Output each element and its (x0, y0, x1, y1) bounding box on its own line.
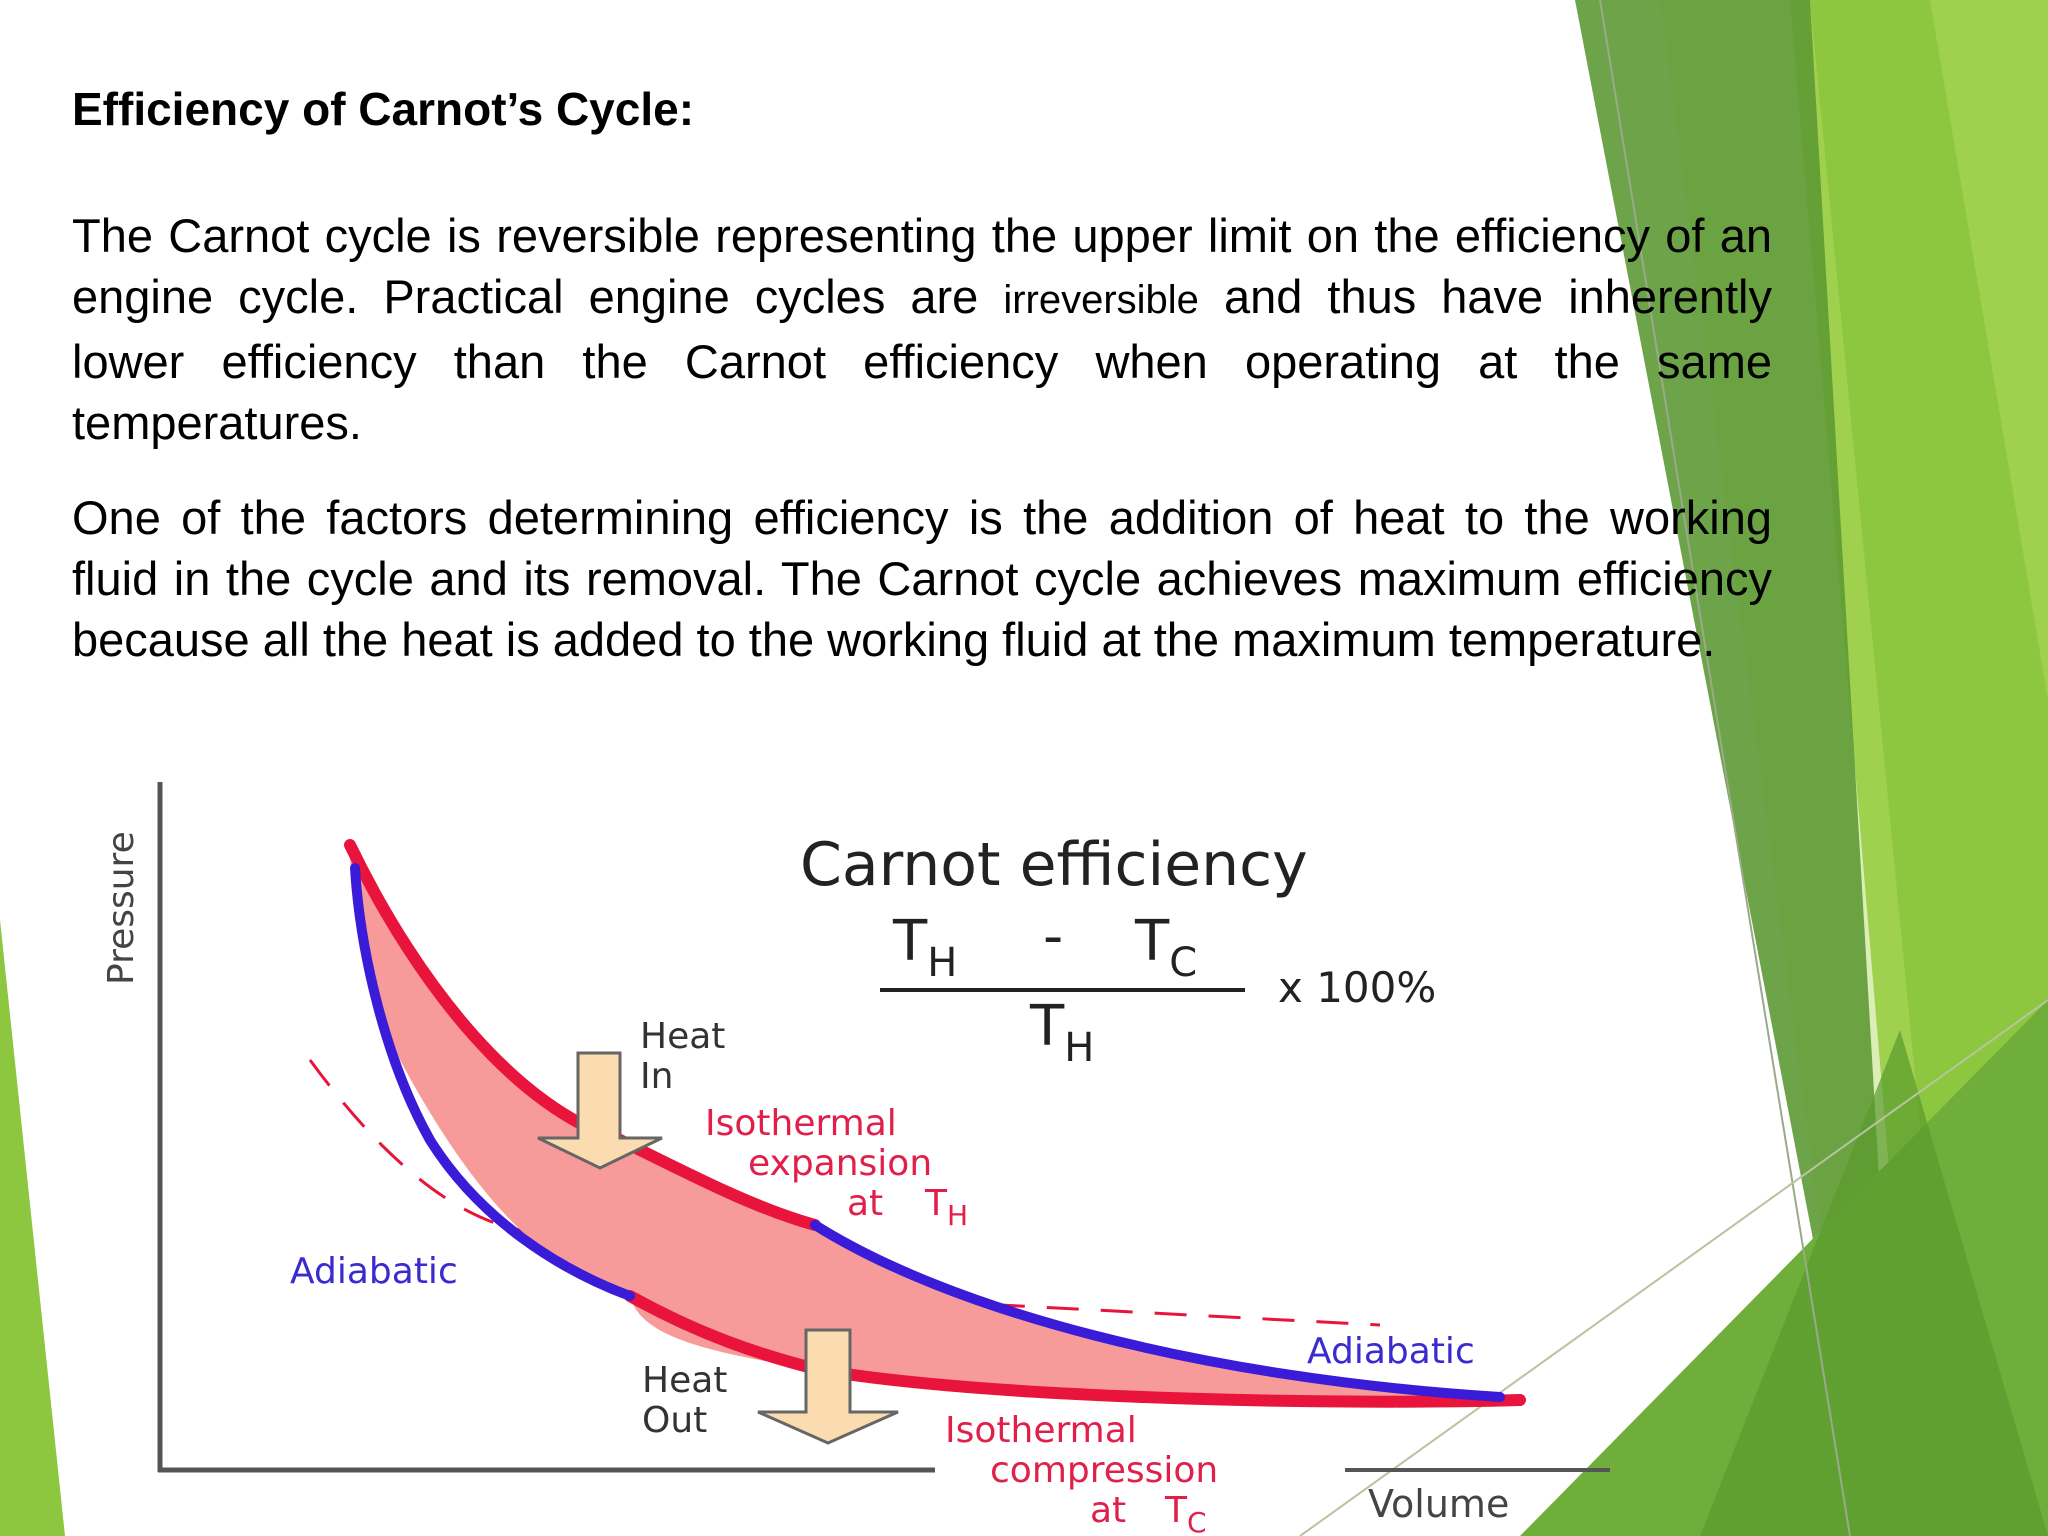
iso-expansion-at: at (847, 1183, 883, 1224)
formula-tc-subscript: C (1169, 940, 1197, 986)
adiabatic-right-label: Adiabatic (1307, 1331, 1475, 1372)
slide-title: Efficiency of Carnot’s Cycle: (72, 83, 695, 135)
x-axis-label: Volume (1368, 1482, 1509, 1526)
heat-out-line-2: Out (642, 1400, 707, 1441)
adiabatic-compression-curve (350, 863, 635, 1301)
heat-in-line-2: In (640, 1056, 673, 1097)
iso-compression-line-1: Isothermal (945, 1410, 1137, 1451)
bottom-right-dark-triangle (1700, 1030, 2048, 1536)
iso-expansion-t: T (924, 1183, 948, 1224)
dashed-isotherm-curve (308, 1059, 1381, 1327)
iso-compression-line-2: compression (990, 1450, 1218, 1491)
formula-numerator-tc: TC (1134, 909, 1197, 986)
decor-line-2 (1299, 999, 2048, 1536)
iso-expansion-line-1: Isothermal (705, 1103, 897, 1144)
formula-th-subscript: H (927, 940, 957, 986)
iso-compression-subscript: C (1187, 1506, 1207, 1536)
formula-factor: x 100% (1278, 963, 1436, 1012)
diagram-title: Carnot efficiency (800, 830, 1308, 900)
formula-minus: - (1043, 904, 1063, 969)
iso-expansion-line-2: expansion (748, 1143, 932, 1184)
paragraph-1-text-end: and thus have inherently lower efficienc… (72, 270, 1772, 449)
cycle-area (350, 845, 1520, 1402)
iso-expansion-subscript: H (947, 1199, 968, 1232)
heat-in-arrow-icon (537, 1051, 663, 1170)
heat-in-label: Heat In (640, 1016, 725, 1097)
heat-out-label: Heat Out (642, 1360, 727, 1441)
formula-numerator-th: TH (892, 909, 957, 986)
adiabatic-expansion-curve (810, 1220, 1505, 1402)
heat-in-line-1: Heat (640, 1016, 725, 1057)
paragraph-1-emphasis: irreversible (1003, 278, 1199, 322)
iso-compression-t: T (1164, 1490, 1188, 1531)
right-dark-green-band (1575, 0, 1900, 1536)
formula-den-subscript: H (1064, 1025, 1094, 1071)
formula-den-symbol: T (1029, 994, 1065, 1059)
formula-th-symbol: T (892, 909, 928, 974)
isothermal-expansion-label: Isothermal expansion at TH (705, 1103, 968, 1232)
formula-denominator: TH (1029, 994, 1094, 1071)
decor-line-1 (1599, 0, 1851, 1536)
formula-tc-symbol: T (1134, 909, 1170, 974)
heat-out-arrow-icon (757, 1328, 899, 1445)
left-green-wedge (0, 920, 65, 1536)
heat-out-line-1: Heat (642, 1360, 727, 1401)
paragraph-2: One of the factors determining efficienc… (72, 491, 1772, 666)
carnot-pv-diagram: Carnot efficiency TH - TC x 100% TH Pres… (101, 782, 1610, 1536)
adiabatic-left-label: Adiabatic (290, 1251, 458, 1292)
y-axis-label: Pressure (101, 831, 142, 985)
paragraph-1-text-start: The Carnot cycle is reversible represent… (72, 209, 1772, 323)
paragraph-1: The Carnot cycle is reversible represent… (72, 205, 1772, 453)
isothermal-compression-label: Isothermal compression at TC (945, 1410, 1218, 1536)
iso-compression-at: at (1090, 1490, 1126, 1531)
isothermal-compression-curve (624, 1290, 1526, 1408)
